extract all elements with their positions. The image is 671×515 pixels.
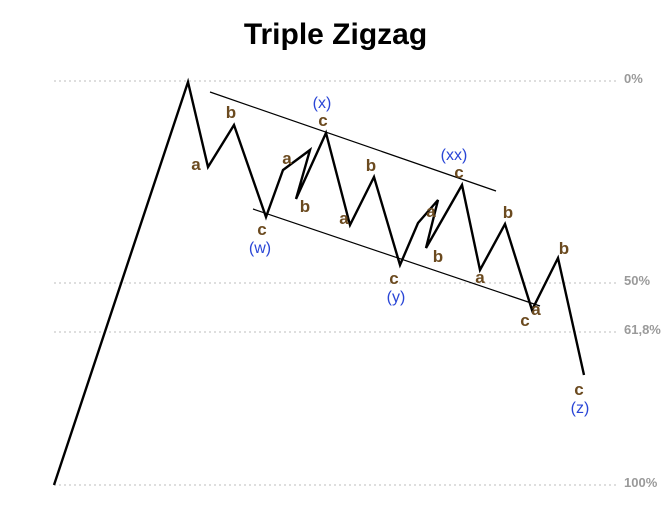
subwave-label: a — [282, 149, 292, 168]
subwave-label: b — [433, 247, 443, 266]
subwave-label: a — [339, 209, 349, 228]
level-label: 50% — [624, 273, 650, 288]
subwave-label: a — [426, 202, 436, 221]
subwave-label: c — [318, 111, 327, 130]
subwave-label: b — [226, 103, 236, 122]
subwave-label: c — [454, 163, 463, 182]
subwave-label: a — [475, 268, 485, 287]
wave-label: (z) — [571, 400, 590, 417]
subwave-label: b — [559, 239, 569, 258]
level-label: 100% — [624, 475, 658, 490]
subwave-label: b — [503, 203, 513, 222]
wave-label: (y) — [387, 289, 406, 306]
level-label: 0% — [624, 71, 643, 86]
subwave-label: c — [574, 380, 583, 399]
subwave-label: b — [300, 197, 310, 216]
subwave-label: c — [520, 311, 529, 330]
subwave-label: a — [191, 155, 201, 174]
subwave-label: c — [257, 220, 266, 239]
wave-label: (xx) — [441, 147, 468, 164]
subwave-label: b — [366, 156, 376, 175]
wave-label: (x) — [313, 95, 332, 112]
subwave-label: a — [531, 300, 541, 319]
level-label: 61,8% — [624, 322, 661, 337]
triple-zigzag-diagram: abcabcabcabcabcabc (w)(x)(y)(xx)(z) 0%50… — [0, 0, 671, 515]
wave-label: (w) — [249, 240, 271, 257]
subwave-label: c — [389, 269, 398, 288]
